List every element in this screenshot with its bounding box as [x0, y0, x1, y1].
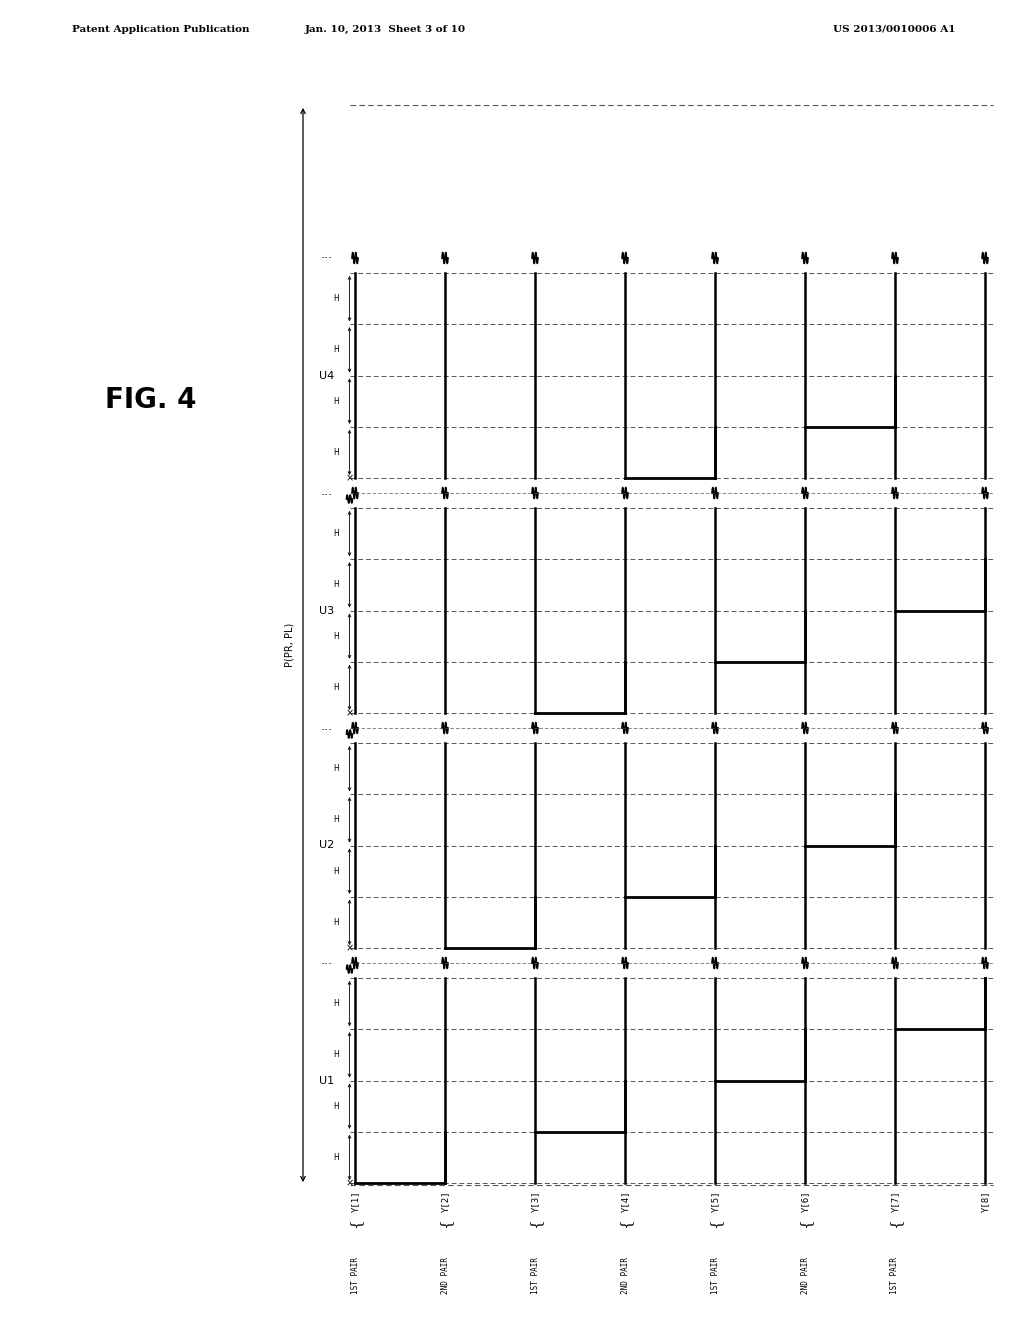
Text: ×: × [345, 1177, 353, 1188]
Text: 1ST PAIR: 1ST PAIR [891, 1257, 899, 1294]
Text: U3: U3 [319, 606, 335, 615]
Text: {: { [618, 1218, 632, 1228]
Text: Patent Application Publication: Patent Application Publication [72, 25, 250, 34]
Text: Y[1]: Y[1] [350, 1191, 359, 1213]
Text: US 2013/0010006 A1: US 2013/0010006 A1 [833, 25, 955, 34]
Text: H: H [334, 917, 340, 927]
Text: H: H [334, 632, 340, 640]
Text: H: H [334, 1051, 340, 1060]
Text: H: H [334, 867, 340, 875]
Text: U4: U4 [319, 371, 335, 380]
Text: H: H [334, 999, 340, 1008]
Text: H: H [334, 529, 340, 539]
Text: Y[6]: Y[6] [801, 1191, 810, 1213]
Text: {: { [348, 1218, 362, 1228]
Text: 2ND PAIR: 2ND PAIR [440, 1257, 450, 1294]
Text: Y[3]: Y[3] [530, 1191, 540, 1213]
Text: 1ST PAIR: 1ST PAIR [530, 1257, 540, 1294]
Text: {: { [438, 1218, 452, 1228]
Text: Y[4]: Y[4] [621, 1191, 630, 1213]
Text: {: { [798, 1218, 812, 1228]
Text: U1: U1 [319, 1076, 335, 1085]
Text: Y[2]: Y[2] [440, 1191, 450, 1213]
Text: H: H [334, 294, 340, 304]
Text: H: H [334, 1152, 340, 1162]
Text: H: H [334, 816, 340, 825]
Text: H: H [334, 396, 340, 405]
Text: Jan. 10, 2013  Sheet 3 of 10: Jan. 10, 2013 Sheet 3 of 10 [304, 25, 466, 34]
Text: ×: × [345, 708, 353, 718]
Text: ×: × [345, 942, 353, 953]
Text: {: { [528, 1218, 542, 1228]
Text: 1ST PAIR: 1ST PAIR [350, 1257, 359, 1294]
Text: ...: ... [321, 954, 333, 968]
Text: ...: ... [321, 248, 333, 260]
Text: P(PR, PL): P(PR, PL) [285, 623, 295, 667]
Text: 1ST PAIR: 1ST PAIR [711, 1257, 720, 1294]
Text: ...: ... [321, 484, 333, 498]
Text: FIG. 4: FIG. 4 [105, 385, 197, 414]
Text: H: H [334, 447, 340, 457]
Text: U2: U2 [319, 841, 335, 850]
Text: H: H [334, 581, 340, 589]
Text: H: H [334, 1102, 340, 1110]
Text: {: { [888, 1218, 902, 1228]
Text: H: H [334, 764, 340, 774]
Text: H: H [334, 682, 340, 692]
Text: 2ND PAIR: 2ND PAIR [801, 1257, 810, 1294]
Text: H: H [334, 346, 340, 354]
Text: Y[8]: Y[8] [981, 1191, 989, 1213]
Text: 2ND PAIR: 2ND PAIR [621, 1257, 630, 1294]
Text: {: { [708, 1218, 722, 1228]
Text: Y[5]: Y[5] [711, 1191, 720, 1213]
Text: Y[7]: Y[7] [891, 1191, 899, 1213]
Text: ...: ... [321, 719, 333, 733]
Text: ×: × [345, 473, 353, 483]
